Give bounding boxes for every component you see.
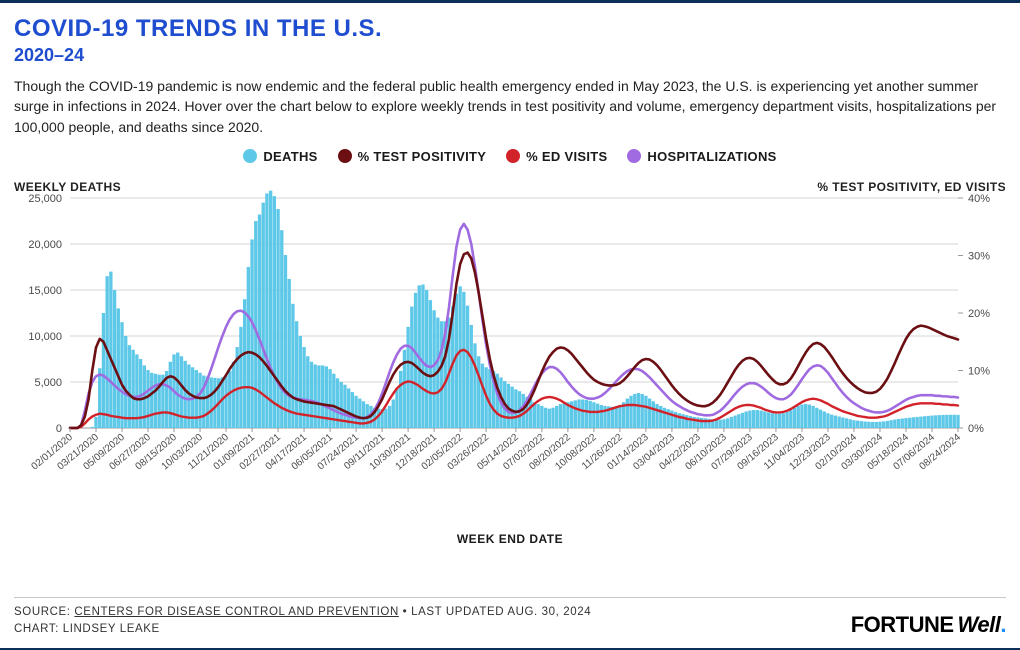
svg-text:0%: 0% — [968, 423, 984, 435]
brand-logo: FORTUNE Well. — [851, 612, 1006, 638]
brand-dot: . — [1000, 612, 1006, 638]
svg-text:5,000: 5,000 — [34, 377, 62, 389]
legend-label-deaths: DEATHS — [263, 149, 317, 164]
chart-title: COVID-19 TRENDS IN THE U.S. — [14, 15, 1006, 43]
legend-hosp[interactable]: HOSPITALIZATIONS — [627, 149, 776, 164]
svg-text:30%: 30% — [968, 251, 990, 263]
svg-text:10,000: 10,000 — [28, 331, 62, 343]
legend-positivity[interactable]: % TEST POSITIVITY — [338, 149, 487, 164]
svg-text:0: 0 — [56, 423, 62, 435]
brand-well: Well — [958, 612, 1001, 638]
updated-prefix: • LAST UPDATED — [399, 606, 507, 618]
chart-description: Though the COVID-19 pandemic is now ende… — [14, 76, 1006, 137]
source-link[interactable]: CENTERS FOR DISEASE CONTROL AND PREVENTI… — [74, 606, 398, 618]
footer: SOURCE: CENTERS FOR DISEASE CONTROL AND … — [14, 597, 1006, 639]
legend-swatch-ed — [506, 149, 520, 163]
legend-ed[interactable]: % ED VISITS — [506, 149, 607, 164]
legend-deaths[interactable]: DEATHS — [243, 149, 317, 164]
updated-date: AUG. 30, 2024 — [507, 606, 591, 618]
legend: DEATHS % TEST POSITIVITY % ED VISITS HOS… — [14, 149, 1006, 167]
svg-text:15,000: 15,000 — [28, 285, 62, 297]
legend-label-hosp: HOSPITALIZATIONS — [647, 149, 776, 164]
legend-label-ed: % ED VISITS — [526, 149, 607, 164]
source-prefix: SOURCE: — [14, 606, 74, 618]
svg-text:20%: 20% — [968, 308, 990, 320]
chart-subtitle: 2020–24 — [14, 45, 1006, 66]
chart-area[interactable]: 05,00010,00015,00020,00025,0000%10%20%30… — [14, 198, 1006, 528]
brand-fortune: FORTUNE — [851, 612, 954, 638]
svg-text:20,000: 20,000 — [28, 239, 62, 251]
chart-by-prefix: CHART: — [14, 623, 63, 635]
legend-swatch-deaths — [243, 149, 257, 163]
x-axis-title: WEEK END DATE — [14, 532, 1006, 546]
chart-by: LINDSEY LEAKE — [63, 623, 160, 635]
legend-label-positivity: % TEST POSITIVITY — [358, 149, 487, 164]
svg-text:25,000: 25,000 — [28, 193, 62, 205]
svg-text:10%: 10% — [968, 366, 990, 378]
left-axis-title: WEEKLY DEATHS — [14, 180, 121, 194]
right-axis-title: % TEST POSITIVITY, ED VISITS — [817, 180, 1006, 194]
legend-swatch-positivity — [338, 149, 352, 163]
chart-svg: 05,00010,00015,00020,00025,0000%10%20%30… — [14, 198, 1006, 528]
svg-text:40%: 40% — [968, 193, 990, 205]
legend-swatch-hosp — [627, 149, 641, 163]
